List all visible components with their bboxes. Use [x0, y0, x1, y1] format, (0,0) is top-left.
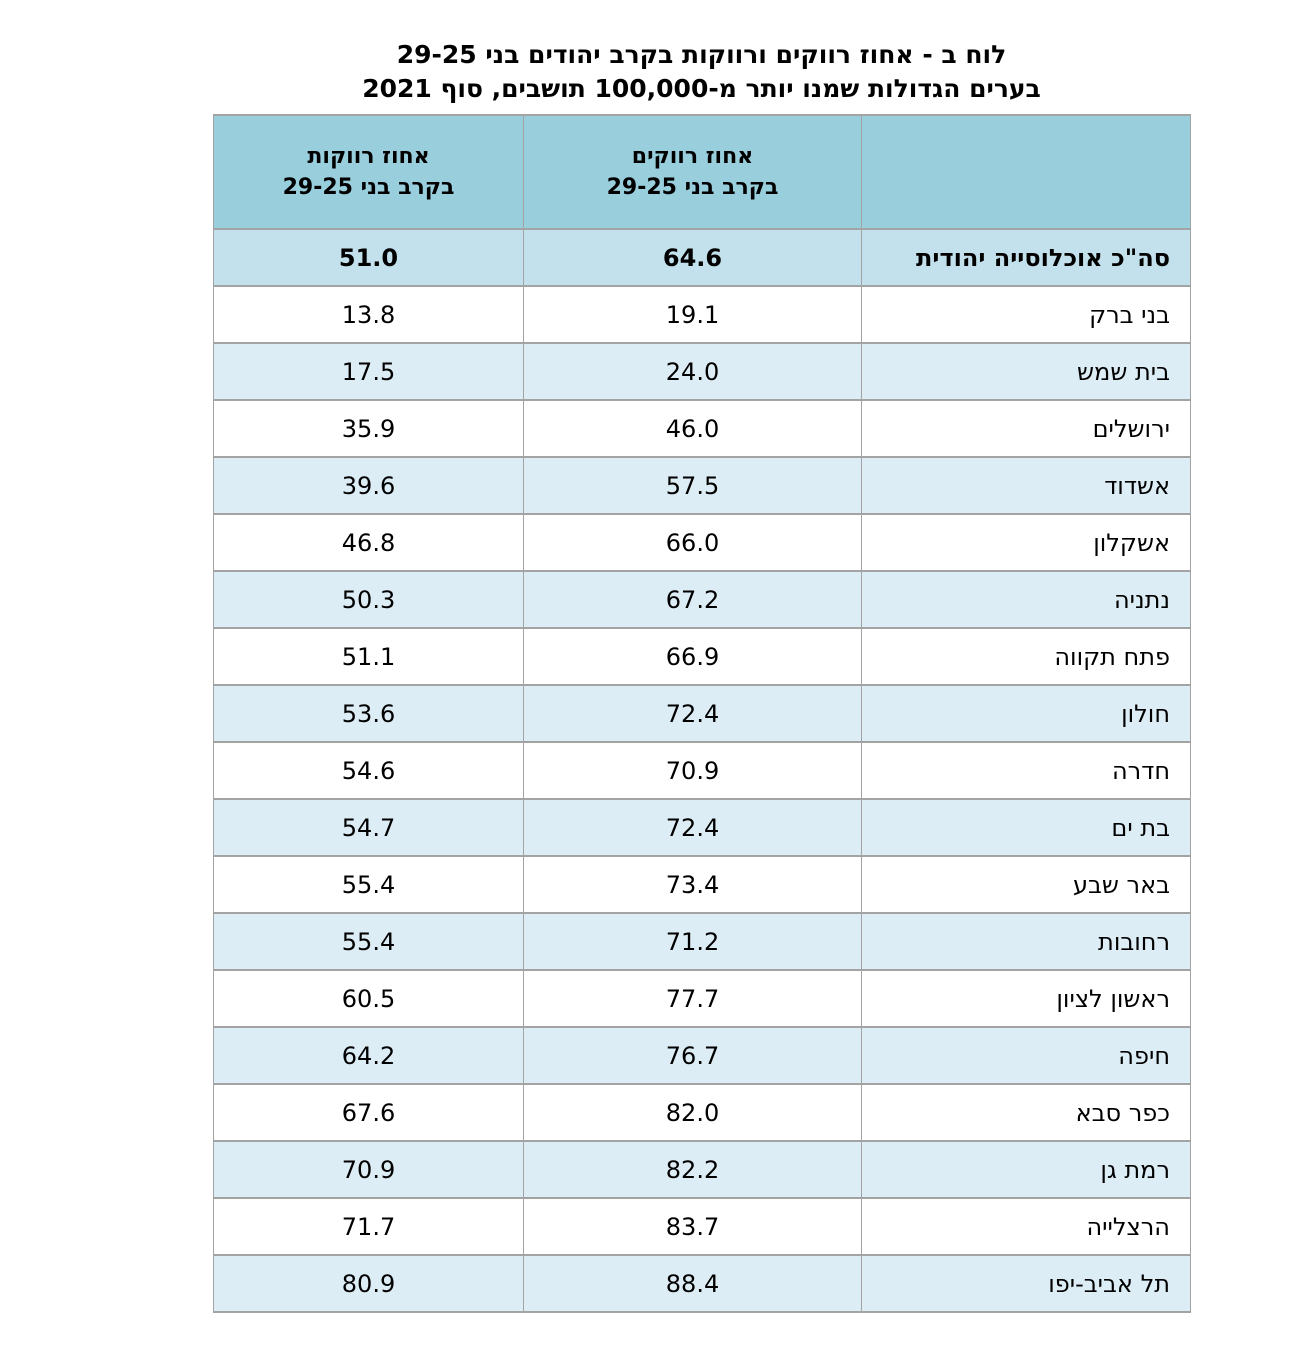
men-value: 72.4: [523, 684, 862, 743]
women-value: 67.6: [213, 1083, 524, 1142]
men-value: 66.0: [523, 513, 862, 572]
table-row: הרצלייה 83.7 71.7: [213, 1197, 1191, 1256]
women-value: 64.2: [213, 1026, 524, 1085]
city-name: כפר סבא: [861, 1083, 1191, 1142]
men-value: 57.5: [523, 456, 862, 515]
city-name: רחובות: [861, 912, 1191, 971]
table-row: כפר סבא 82.0 67.6: [213, 1083, 1191, 1142]
table-row: חיפה 76.7 64.2: [213, 1026, 1191, 1085]
women-value: 17.5: [213, 342, 524, 401]
table-row: נתניה 67.2 50.3: [213, 570, 1191, 629]
women-value: 35.9: [213, 399, 524, 458]
men-value: 19.1: [523, 285, 862, 344]
table-row: ירושלים 46.0 35.9: [213, 399, 1191, 458]
men-value: 46.0: [523, 399, 862, 458]
women-value: 55.4: [213, 855, 524, 914]
city-name: באר שבע: [861, 855, 1191, 914]
women-value: 54.7: [213, 798, 524, 857]
total-men-value: 64.6: [523, 228, 862, 287]
total-women-value: 51.0: [213, 228, 524, 287]
table-row: בת ים 72.4 54.7: [213, 798, 1191, 857]
women-value: 13.8: [213, 285, 524, 344]
women-value: 70.9: [213, 1140, 524, 1199]
women-value: 50.3: [213, 570, 524, 629]
table-row: רחובות 71.2 55.4: [213, 912, 1191, 971]
table-row: רמת גן 82.2 70.9: [213, 1140, 1191, 1199]
women-value: 60.5: [213, 969, 524, 1028]
table-row: בני ברק 19.1 13.8: [213, 285, 1191, 344]
total-row-label: סה"כ אוכלוסייה יהודית: [861, 228, 1191, 287]
page-content: לוח ב - אחוז רווקים ורווקות בקרב יהודים …: [213, 0, 1191, 1313]
header-cell-city: [861, 114, 1191, 230]
men-value: 73.4: [523, 855, 862, 914]
city-name: נתניה: [861, 570, 1191, 629]
singles-percentage-table: אחוז רווקים בקרב בני 29-25 אחוז רווקות ב…: [213, 114, 1191, 1313]
women-value: 51.1: [213, 627, 524, 686]
women-value: 80.9: [213, 1254, 524, 1313]
men-value: 24.0: [523, 342, 862, 401]
city-name: ראשון לציון: [861, 969, 1191, 1028]
men-value: 77.7: [523, 969, 862, 1028]
table-title: לוח ב - אחוז רווקים ורווקות בקרב יהודים …: [213, 38, 1190, 106]
men-value: 71.2: [523, 912, 862, 971]
men-value: 83.7: [523, 1197, 862, 1256]
women-value: 71.7: [213, 1197, 524, 1256]
women-value: 55.4: [213, 912, 524, 971]
men-value: 82.2: [523, 1140, 862, 1199]
city-name: בית שמש: [861, 342, 1191, 401]
city-name: חדרה: [861, 741, 1191, 800]
table-row: בית שמש 24.0 17.5: [213, 342, 1191, 401]
header-row: אחוז רווקים בקרב בני 29-25 אחוז רווקות ב…: [213, 114, 1191, 230]
women-value: 53.6: [213, 684, 524, 743]
city-name: חולון: [861, 684, 1191, 743]
table-row: חולון 72.4 53.6: [213, 684, 1191, 743]
table-row: חדרה 70.9 54.6: [213, 741, 1191, 800]
table-row: תל אביב-יפו 88.4 80.9: [213, 1254, 1191, 1313]
city-name: בת ים: [861, 798, 1191, 857]
table-row: אשקלון 66.0 46.8: [213, 513, 1191, 572]
header-cell-singles-women: אחוז רווקות בקרב בני 29-25: [213, 114, 524, 230]
men-value: 72.4: [523, 798, 862, 857]
title-line-2: בערים הגדולות שמנו יותר מ-100,000 תושבים…: [362, 74, 1041, 103]
men-value: 67.2: [523, 570, 862, 629]
table-row: ראשון לציון 77.7 60.5: [213, 969, 1191, 1028]
women-value: 54.6: [213, 741, 524, 800]
header-cell-singles-men: אחוז רווקים בקרב בני 29-25: [523, 114, 862, 230]
city-name: רמת גן: [861, 1140, 1191, 1199]
women-value: 39.6: [213, 456, 524, 515]
men-value: 82.0: [523, 1083, 862, 1142]
city-name: הרצלייה: [861, 1197, 1191, 1256]
table-row: פתח תקווה 66.9 51.1: [213, 627, 1191, 686]
men-value: 76.7: [523, 1026, 862, 1085]
title-line-1: לוח ב - אחוז רווקים ורווקות בקרב יהודים …: [396, 40, 1007, 69]
city-name: ירושלים: [861, 399, 1191, 458]
city-name: חיפה: [861, 1026, 1191, 1085]
men-value: 66.9: [523, 627, 862, 686]
table-row: אשדוד 57.5 39.6: [213, 456, 1191, 515]
men-value: 70.9: [523, 741, 862, 800]
table-row: באר שבע 73.4 55.4: [213, 855, 1191, 914]
total-row: סה"כ אוכלוסייה יהודית 64.6 51.0: [213, 228, 1191, 287]
city-name: פתח תקווה: [861, 627, 1191, 686]
women-value: 46.8: [213, 513, 524, 572]
city-name: בני ברק: [861, 285, 1191, 344]
city-name: אשקלון: [861, 513, 1191, 572]
city-name: אשדוד: [861, 456, 1191, 515]
men-value: 88.4: [523, 1254, 862, 1313]
city-name: תל אביב-יפו: [861, 1254, 1191, 1313]
